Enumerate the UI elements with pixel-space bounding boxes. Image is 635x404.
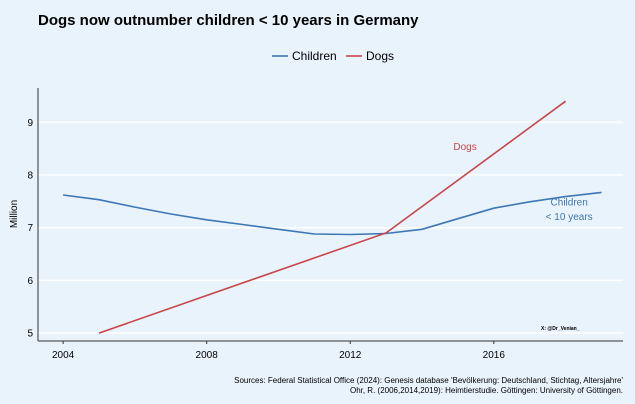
credit-label: X: @Dr_Venian_ [541,326,580,332]
source-line-1: Sources: Federal Statistical Office (202… [234,376,623,385]
x-tick-label-2004: 2004 [52,350,75,361]
x-tick-label-2008: 2008 [196,350,219,361]
y-tick-label-7: 7 [27,223,33,234]
series-line-dogs [98,100,567,334]
x-tick-label-2016: 2016 [483,350,506,361]
legend: Children Dogs [272,49,394,63]
y-tick-labels: 5 6 7 8 9 [27,118,33,340]
source-line-2: Ohr, R. (2006,2014,2019): Heimtierstudie… [350,386,623,395]
series-line-children [62,191,602,236]
legend-label-dogs: Dogs [366,49,394,63]
x-tick-label-2012: 2012 [339,350,362,361]
chart-title: Dogs now outnumber children < 10 years i… [38,12,419,29]
legend-label-children: Children [292,49,337,63]
y-tick-label-9: 9 [27,118,33,129]
y-tick-label-6: 6 [27,276,33,287]
x-tick-labels: 2004 2008 2012 2016 [52,341,505,361]
y-tick-label-5: 5 [27,329,33,340]
axes [37,88,623,342]
gridlines [38,121,623,334]
y-tick-label-8: 8 [27,170,33,181]
annotations: Dogs Children < 10 years [453,142,592,223]
series [62,100,602,334]
annotation-2: < 10 years [546,212,593,223]
annotation-1: Children [551,198,588,209]
annotation-0: Dogs [453,142,476,153]
y-axis-label: Million [9,200,20,228]
